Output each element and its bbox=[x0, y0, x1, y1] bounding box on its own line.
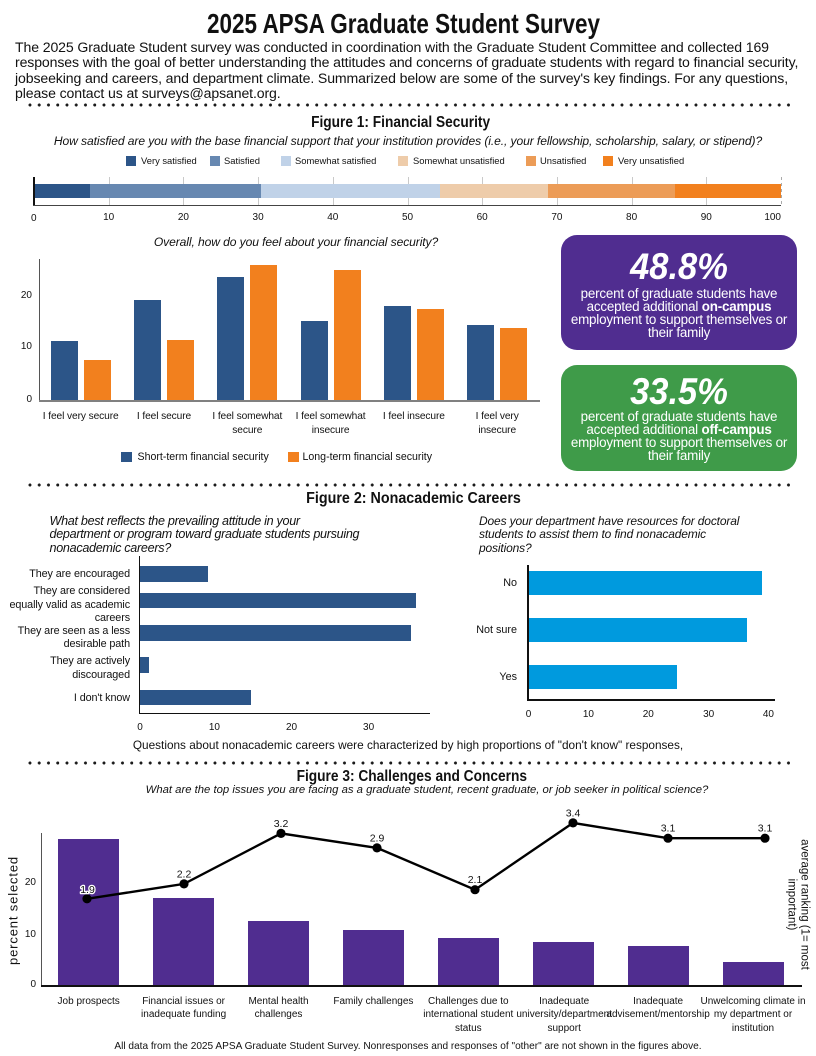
svg-text:1.9: 1.9 bbox=[80, 884, 95, 896]
svg-text:2.1: 2.1 bbox=[468, 874, 483, 886]
svg-text:3.4: 3.4 bbox=[566, 807, 581, 819]
svg-text:3.1: 3.1 bbox=[758, 823, 773, 835]
svg-text:2.2: 2.2 bbox=[177, 868, 192, 880]
svg-text:3.2: 3.2 bbox=[274, 818, 289, 830]
svg-text:3.1: 3.1 bbox=[661, 823, 676, 835]
svg-text:2.9: 2.9 bbox=[370, 832, 385, 844]
